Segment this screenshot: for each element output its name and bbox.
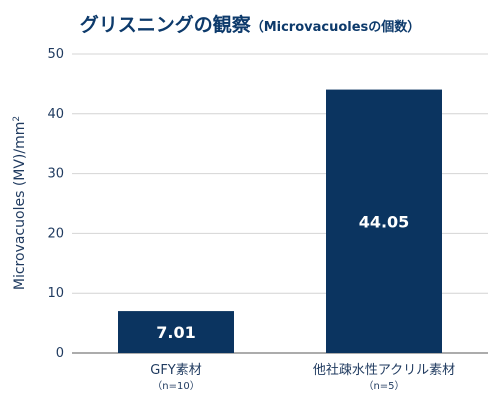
chart-subtitle: （Microvacuolesの個数） [250,20,421,35]
chart-title-main: グリスニングの観察 [79,14,251,36]
bars: 7.01 44.05 [118,89,442,354]
x-axis-categories: GFY素材 （n=10） 他社疎水性アクリル素材 （n=5） [150,362,455,392]
y-axis-ticks: 0 10 20 30 40 50 [47,47,64,361]
y-axis-title-text: Microvacuoles (MV)/mm [12,122,28,291]
y-tick-label: 0 [56,346,64,361]
y-tick-label: 20 [47,226,64,241]
y-axis-title: Microvacuoles (MV)/mm2 [12,116,28,290]
y-tick-label: 10 [47,286,64,301]
x-category-note: （n=10） [152,380,199,392]
data-label: 7.01 [156,323,195,342]
chart-title: グリスニングの観察（Microvacuolesの個数） [0,10,500,37]
bar [118,311,234,353]
bar [326,89,442,354]
x-category-note: （n=5） [363,380,404,392]
x-category-label: GFY素材 [150,363,202,378]
y-axis-title-superscript: 2 [12,116,22,122]
data-label: 44.05 [359,212,410,231]
y-tick-label: 50 [47,47,64,62]
y-tick-label: 40 [47,107,64,122]
y-tick-label: 30 [47,167,64,182]
x-category-label: 他社疎水性アクリル素材 [313,362,455,378]
